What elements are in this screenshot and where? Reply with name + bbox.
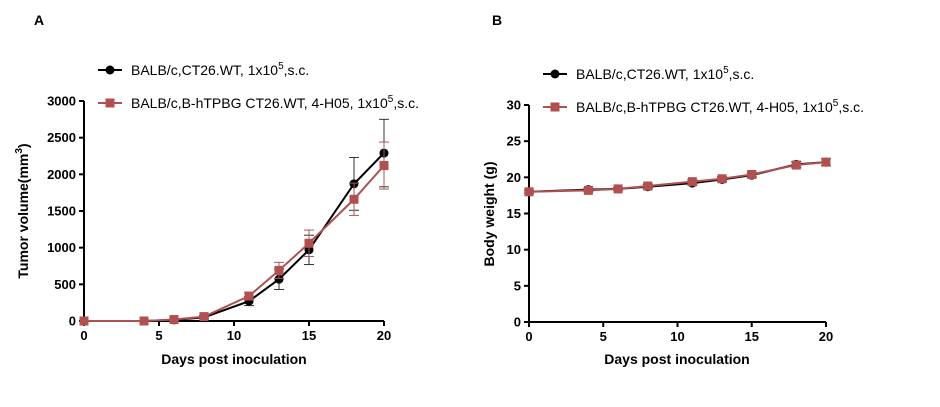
- panel-b-series-2-legend-label: BALB/c,B-hTPBG CT26.WT, 4-H05, 1x105,s.c…: [576, 98, 864, 115]
- panel-a-ylabel-main: Tumor volume(mm: [15, 154, 31, 279]
- panel-b-y-tick-label: 25: [507, 134, 521, 149]
- panel-a-series-1-line: [84, 152, 385, 322]
- panel-a-y-tick-label: 0: [69, 314, 76, 329]
- panel-b-y-tick-label: 5: [514, 278, 521, 293]
- panel-b-x-tick-label: 10: [670, 329, 684, 344]
- panel-a-ylabel-end: ): [15, 143, 31, 148]
- panel-b-series-2-point: [747, 169, 757, 179]
- panel-a-series-2-point: [244, 291, 254, 301]
- panel-b-y-tick-label: 15: [507, 206, 521, 221]
- panel-b-y-tick-label: 10: [507, 242, 521, 257]
- panel-b-letter: B: [492, 12, 502, 28]
- panel-b-series-1-legend-marker: [550, 69, 560, 79]
- panel-a-series-2-point: [349, 194, 359, 204]
- panel-a-x-tick-label: 10: [227, 328, 241, 343]
- panel-b-series-2-legend-marker: [550, 102, 560, 112]
- panel-b-series-1-legend-label: BALB/c,CT26.WT, 1x105,s.c.: [576, 65, 754, 82]
- panel-b-series-2-line: [528, 161, 827, 193]
- panel-b-x-tick-label: 15: [745, 329, 759, 344]
- panel-a-ylabel-sup: 3: [14, 148, 25, 154]
- panel-a-y-tick-label: 3000: [47, 94, 76, 109]
- panel-b-xlabel: Days post inoculation: [604, 351, 749, 367]
- panel-a-x-tick-label: 20: [377, 328, 391, 343]
- panel-a-series-2-point: [79, 316, 89, 326]
- panel-a-y-tick-label: 1000: [47, 240, 76, 255]
- panel-a-series-2-point: [274, 265, 284, 275]
- panel-b-y-tick-label: 20: [507, 170, 521, 185]
- panel-a-series-1-legend-marker: [105, 65, 115, 75]
- panel-a-series-2-point: [304, 238, 314, 248]
- panel-a-series-1-legend-label: BALB/c,CT26.WT, 1x105,s.c.: [131, 61, 309, 78]
- panel-b-y-tick-label: 0: [514, 315, 521, 330]
- panel-b-series-2-point: [613, 184, 623, 194]
- panel-b-plot: 0 5 10 15 20 0 5 10 15 20 25 30 BALB/c,CT26.WT, 1x10…: [507, 65, 864, 344]
- panel-a-x-tick-label: 0: [80, 328, 87, 343]
- panel-a-x-tick-label: 15: [302, 328, 316, 343]
- panel-b-ylabel: Body weight (g): [481, 162, 497, 267]
- panel-b-x-tick-label: 0: [525, 329, 532, 344]
- panel-a-plot: 0 5 10 15 20 0 500 1000 1500 2000 2500 3000 BALB/c,C…: [47, 61, 419, 343]
- panel-a-ylabel: Tumor volume(mm3): [14, 143, 31, 278]
- panel-b-series-1-line: [528, 161, 827, 193]
- panel-a-series-2-line: [84, 164, 385, 322]
- panel-b-y-tick-label: 30: [507, 98, 521, 113]
- panel-a-xlabel: Days post inoculation: [161, 351, 306, 367]
- panel-a-series-2-legend-label: BALB/c,B-hTPBG CT26.WT, 4-H05, 1x105,s.c…: [131, 94, 419, 111]
- panel-b-series-2-point: [821, 157, 831, 167]
- panel-a-y-tick-label: 2000: [47, 167, 76, 182]
- panel-b-series-2-point: [791, 160, 801, 170]
- panel-b-series-2-point: [583, 185, 593, 195]
- panel-a-x-tick-label: 5: [155, 328, 162, 343]
- panel-b-x-tick-label: 5: [600, 329, 607, 344]
- panel-a-y-tick-label: 1500: [47, 204, 76, 219]
- panel-a-series-2-point: [169, 315, 179, 325]
- panel-a-series-2-point: [139, 316, 149, 326]
- panel-a-letter: A: [34, 12, 44, 28]
- panel-b-series-2-point: [687, 177, 697, 187]
- panel-a-y-tick-label: 2500: [47, 130, 76, 145]
- panel-b-series-2-point: [524, 187, 534, 197]
- panel-a-series-2-legend-marker: [105, 98, 115, 108]
- panel-a-series-2-point: [379, 161, 389, 171]
- panel-b-x-tick-label: 20: [819, 329, 833, 344]
- panel-b-series-2-point: [643, 181, 653, 191]
- panel-a-y-tick-label: 500: [54, 277, 76, 292]
- panel-a-series-2-point: [199, 312, 209, 322]
- panel-b-series-2-point: [717, 174, 727, 184]
- panel-a-series-1-point: [274, 274, 284, 284]
